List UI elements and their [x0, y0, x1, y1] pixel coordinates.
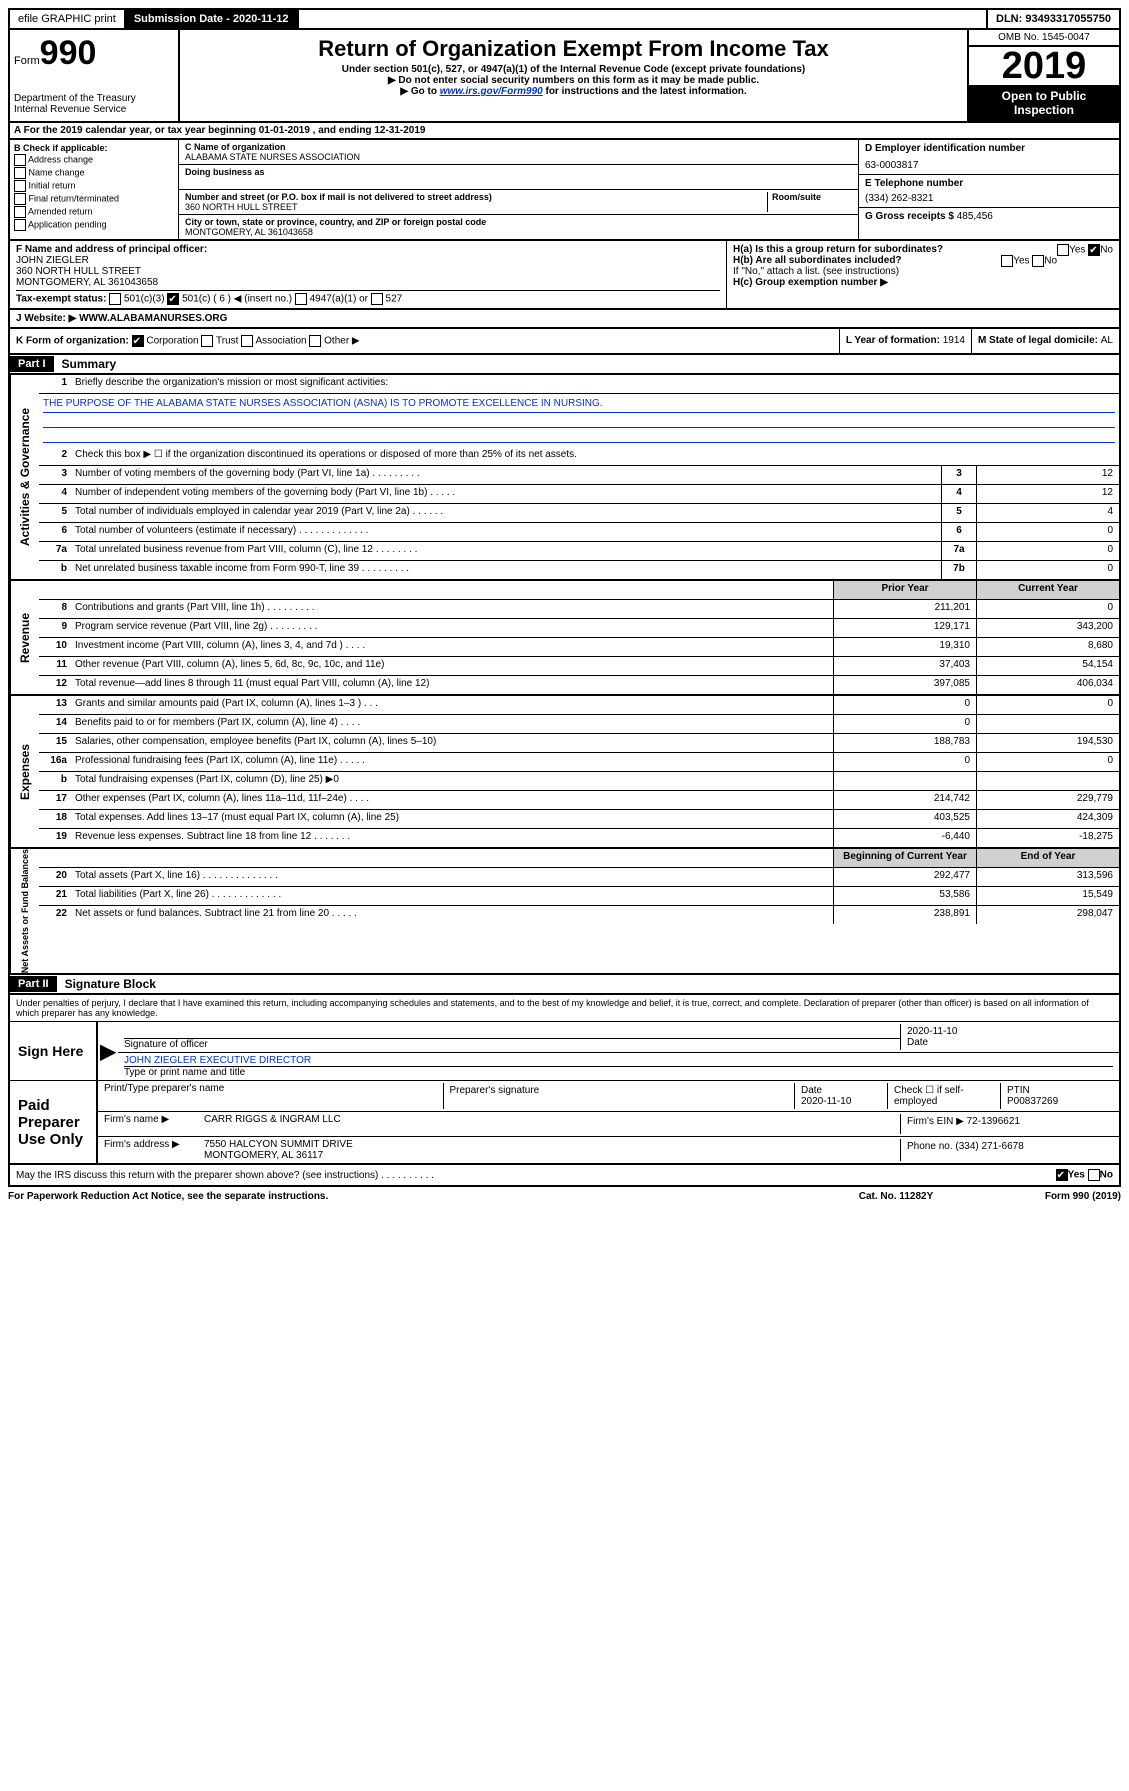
signature-block: Under penalties of perjury, I declare th…: [8, 995, 1121, 1165]
side-expenses: Expenses: [10, 696, 39, 847]
side-revenue: Revenue: [10, 581, 39, 694]
col-c-org: C Name of organization ALABAMA STATE NUR…: [179, 140, 858, 239]
row-j-website: J Website: ▶ WWW.ALABAMANURSES.ORG: [8, 310, 1121, 329]
phone: (334) 262-8321: [865, 193, 1113, 204]
col-b-checkboxes: B Check if applicable: Address change Na…: [10, 140, 179, 239]
table-row: 13Grants and similar amounts paid (Part …: [39, 696, 1119, 715]
table-row: 15Salaries, other compensation, employee…: [39, 734, 1119, 753]
title-cell: Return of Organization Exempt From Incom…: [180, 30, 967, 121]
form-number-cell: Form990 Department of the Treasury Inter…: [10, 30, 180, 121]
table-row: bNet unrelated business taxable income f…: [39, 561, 1119, 579]
efile-label: efile GRAPHIC print: [10, 10, 126, 28]
mission-text: THE PURPOSE OF THE ALABAMA STATE NURSES …: [43, 398, 1115, 413]
year-cell: OMB No. 1545-0047 2019 Open to Public In…: [967, 30, 1119, 121]
side-net: Net Assets or Fund Balances: [10, 849, 39, 973]
ein: 63-0003817: [865, 160, 1113, 171]
form-title: Return of Organization Exempt From Incom…: [184, 36, 963, 62]
table-row: 7aTotal unrelated business revenue from …: [39, 542, 1119, 561]
top-bar: efile GRAPHIC print Submission Date - 20…: [8, 8, 1121, 30]
table-row: 21Total liabilities (Part X, line 26) . …: [39, 887, 1119, 906]
table-row: 6Total number of volunteers (estimate if…: [39, 523, 1119, 542]
dln: DLN: 93493317055750: [986, 10, 1119, 28]
form-header: Form990 Department of the Treasury Inter…: [8, 30, 1121, 123]
table-row: 14Benefits paid to or for members (Part …: [39, 715, 1119, 734]
summary-table: Activities & Governance 1Briefly describ…: [8, 375, 1121, 581]
table-row: 11Other revenue (Part VIII, column (A), …: [39, 657, 1119, 676]
sign-here-label: Sign Here: [10, 1022, 98, 1080]
footer-final: For Paperwork Reduction Act Notice, see …: [8, 1187, 1121, 1206]
part2-header: Part II Signature Block: [8, 975, 1121, 995]
col-de: D Employer identification number 63-0003…: [858, 140, 1119, 239]
table-row: 4Number of independent voting members of…: [39, 485, 1119, 504]
identity-block: B Check if applicable: Address change Na…: [8, 140, 1121, 241]
footer-discuss: May the IRS discuss this return with the…: [8, 1165, 1121, 1187]
submission-date: Submission Date - 2020-11-12: [126, 10, 299, 28]
table-row: 19Revenue less expenses. Subtract line 1…: [39, 829, 1119, 847]
irs-link[interactable]: www.irs.gov/Form990: [440, 86, 543, 97]
table-row: 22Net assets or fund balances. Subtract …: [39, 906, 1119, 924]
table-row: 12Total revenue—add lines 8 through 11 (…: [39, 676, 1119, 694]
side-governance: Activities & Governance: [10, 375, 39, 579]
paid-preparer-label: Paid Preparer Use Only: [10, 1081, 98, 1163]
arrow-icon: ▶: [98, 1022, 118, 1080]
table-row: 17Other expenses (Part IX, column (A), l…: [39, 791, 1119, 810]
table-row: 8Contributions and grants (Part VIII, li…: [39, 600, 1119, 619]
table-row: 10Investment income (Part VIII, column (…: [39, 638, 1119, 657]
table-row: bTotal fundraising expenses (Part IX, co…: [39, 772, 1119, 791]
table-row: 18Total expenses. Add lines 13–17 (must …: [39, 810, 1119, 829]
website[interactable]: WWW.ALABAMANURSES.ORG: [79, 313, 227, 324]
table-row: 16aProfessional fundraising fees (Part I…: [39, 753, 1119, 772]
table-row: 9Program service revenue (Part VIII, lin…: [39, 619, 1119, 638]
line-a: A For the 2019 calendar year, or tax yea…: [8, 123, 1121, 140]
table-row: 20Total assets (Part X, line 16) . . . .…: [39, 868, 1119, 887]
table-row: 5Total number of individuals employed in…: [39, 504, 1119, 523]
row-f-h: F Name and address of principal officer:…: [8, 241, 1121, 310]
org-name: ALABAMA STATE NURSES ASSOCIATION: [185, 152, 852, 162]
table-row: 3Number of voting members of the governi…: [39, 466, 1119, 485]
part1-header: Part I Summary: [8, 355, 1121, 375]
row-k: K Form of organization: ✔ Corporation Tr…: [8, 329, 1121, 355]
